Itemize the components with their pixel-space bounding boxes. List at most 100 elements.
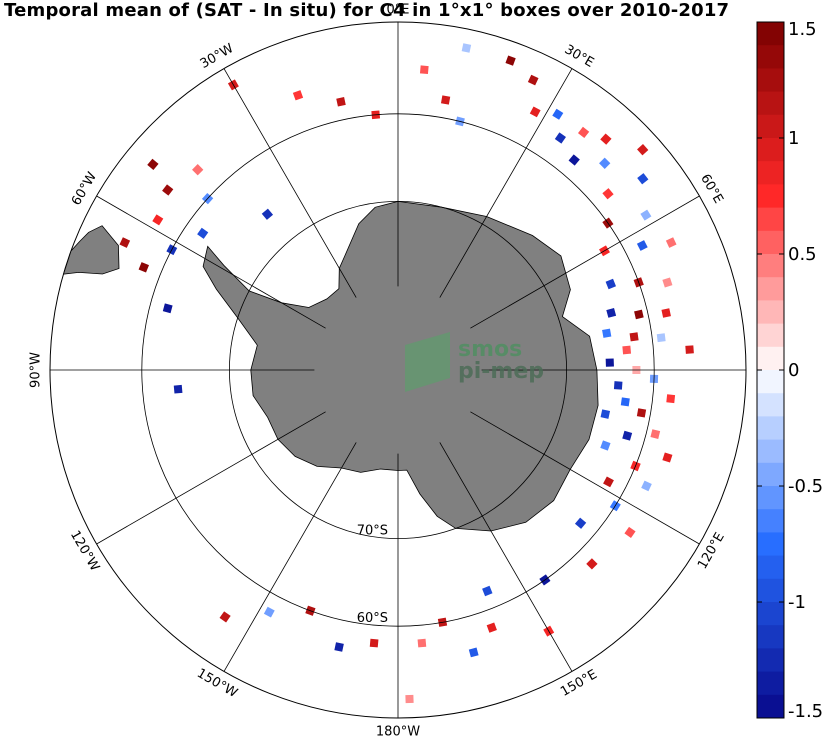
colorbar-segment <box>757 625 784 649</box>
data-box <box>586 558 598 570</box>
colorbar-tick-label: 0 <box>788 360 799 381</box>
colorbar-segment <box>757 439 784 464</box>
meridian-line <box>96 411 326 545</box>
graticule <box>50 22 746 718</box>
latitude-label: 60°S <box>357 611 388 626</box>
longitude-label: 180°W <box>376 725 420 740</box>
data-box <box>568 154 580 166</box>
data-box <box>636 240 648 251</box>
colorbar-tick-label: 1.5 <box>788 19 817 40</box>
colorbar-segment <box>757 648 784 672</box>
data-box <box>622 430 633 441</box>
data-box <box>162 303 173 314</box>
colorbar-tick-label: -1.5 <box>788 701 823 722</box>
colorbar-segment <box>757 184 784 208</box>
colorbar-segment <box>757 671 784 696</box>
data-box <box>629 332 639 342</box>
longitude-label: 90°W <box>29 352 44 388</box>
colorbar-segment <box>757 393 784 417</box>
data-box <box>173 384 183 394</box>
colorbar-segment <box>757 602 784 626</box>
data-box <box>405 694 414 704</box>
data-box <box>656 333 666 343</box>
colorbar-segment <box>757 462 784 487</box>
data-box <box>192 164 204 176</box>
data-box <box>641 480 652 492</box>
data-box <box>119 237 131 248</box>
colorbar-segment <box>757 114 784 139</box>
data-box <box>634 309 644 320</box>
data-box <box>600 409 611 419</box>
longitude-label: 0°E <box>387 3 410 18</box>
data-box <box>152 214 164 226</box>
svg-text:pi-mep: pi-mep <box>458 359 544 384</box>
data-box <box>440 95 451 105</box>
colorbar-tick-label: -0.5 <box>788 476 823 497</box>
data-box <box>138 262 150 273</box>
data-box <box>261 208 274 220</box>
data-box <box>640 209 652 221</box>
data-box <box>637 173 649 185</box>
data-box <box>603 476 614 488</box>
colorbar-segment <box>757 323 784 348</box>
meridian-line <box>470 411 700 545</box>
meridian-line <box>223 68 357 298</box>
meridian-line <box>439 68 573 298</box>
data-box <box>637 144 649 156</box>
data-box <box>666 394 676 404</box>
meridian-line <box>223 442 357 672</box>
data-box <box>417 638 427 648</box>
colorbar-segment <box>757 486 784 510</box>
colorbar-segment <box>757 694 784 719</box>
colorbar-segment <box>757 91 784 116</box>
data-box <box>685 345 694 354</box>
colorbar-tick-label: 0.5 <box>788 244 817 265</box>
colorbar-segment <box>757 578 784 603</box>
data-box <box>527 74 539 86</box>
colorbar-segment <box>757 207 784 232</box>
data-box <box>219 611 231 623</box>
colorbar-segment <box>757 532 784 556</box>
colorbar-segment <box>757 230 784 255</box>
colorbar-segment <box>757 277 784 301</box>
polar-map: 0°E30°E60°E120°E150°E180°W150°W120°W90°W… <box>29 3 747 740</box>
data-box <box>599 157 611 169</box>
data-box <box>662 452 673 463</box>
data-box <box>600 133 612 145</box>
colorbar-segment <box>757 346 784 371</box>
data-box <box>577 126 590 139</box>
data-box <box>620 397 630 407</box>
colorbar-tick-label: 1 <box>788 128 799 149</box>
data-box <box>334 642 344 652</box>
colorbar-segment <box>757 68 784 92</box>
colorbar-segment <box>757 416 784 440</box>
meridian-line <box>96 195 326 329</box>
data-box <box>650 429 661 439</box>
data-box <box>482 585 493 597</box>
meridian-line <box>439 442 573 672</box>
south-america-tip <box>62 225 120 275</box>
colorbar-tick-label: -1 <box>788 592 806 613</box>
colorbar-segment <box>757 509 784 533</box>
data-box <box>602 328 612 338</box>
data-box <box>665 237 677 248</box>
data-box <box>263 606 275 618</box>
colorbar-segment <box>757 254 784 278</box>
svg-text:smos: smos <box>458 337 522 362</box>
latitude-label: 70°S <box>357 524 388 539</box>
colorbar-segment <box>757 45 784 69</box>
data-box <box>505 55 516 66</box>
data-box <box>197 227 209 239</box>
data-box <box>605 278 617 290</box>
data-box <box>662 277 673 288</box>
map-title: Temporal mean of (SAT - In situ) for C4 … <box>4 0 730 21</box>
data-box <box>369 638 379 648</box>
data-box <box>636 408 647 418</box>
colorbar-segment <box>757 161 784 185</box>
data-box <box>624 526 636 538</box>
data-box <box>574 517 587 529</box>
colorbar-segment <box>757 22 784 46</box>
data-box <box>622 345 632 355</box>
data-box <box>600 440 611 451</box>
